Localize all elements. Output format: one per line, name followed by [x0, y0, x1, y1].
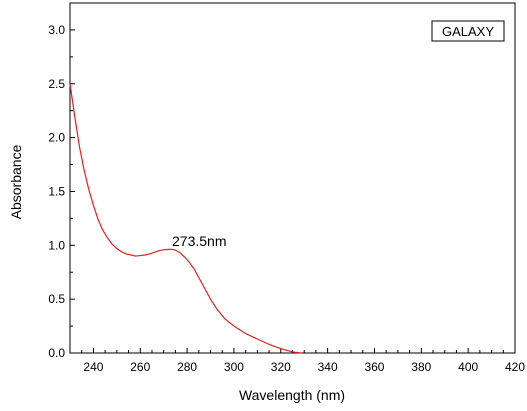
- x-tick-label: 340: [318, 360, 338, 374]
- x-tick-label: 240: [83, 360, 103, 374]
- y-tick-label: 1.5: [48, 184, 65, 198]
- peak-annotation: 273.5nm: [172, 233, 226, 249]
- x-tick-label: 380: [411, 360, 431, 374]
- y-tick-label: 2.5: [48, 77, 65, 91]
- legend: GALAXY: [431, 20, 505, 42]
- legend-box: [431, 20, 505, 42]
- x-tick-label: 280: [177, 360, 197, 374]
- y-tick-label: 2.0: [48, 131, 65, 145]
- x-tick-label: 320: [271, 360, 291, 374]
- x-tick-label: 260: [130, 360, 150, 374]
- x-tick-label: 360: [364, 360, 384, 374]
- y-tick-label: 1.0: [48, 238, 65, 252]
- x-tick-label: 300: [224, 360, 244, 374]
- y-tick-label: 3.0: [48, 23, 65, 37]
- x-tick-label: 420: [505, 360, 525, 374]
- x-axis-title: Wavelength (nm): [239, 387, 345, 403]
- legend-label: GALAXY: [442, 24, 494, 39]
- series-layer: [69, 83, 302, 354]
- series-line: [69, 83, 302, 354]
- y-tick-label: 0.0: [48, 346, 65, 360]
- ticks-layer: 240 260 280 300 320 340 360 380 400 420 0.0 0.5 1.0 1…: [48, 23, 525, 374]
- y-axis-title: Absorbance: [8, 144, 24, 219]
- y-tick-label: 0.5: [48, 292, 65, 306]
- x-tick-label: 400: [458, 360, 478, 374]
- plot-area-frame: [69, 2, 516, 354]
